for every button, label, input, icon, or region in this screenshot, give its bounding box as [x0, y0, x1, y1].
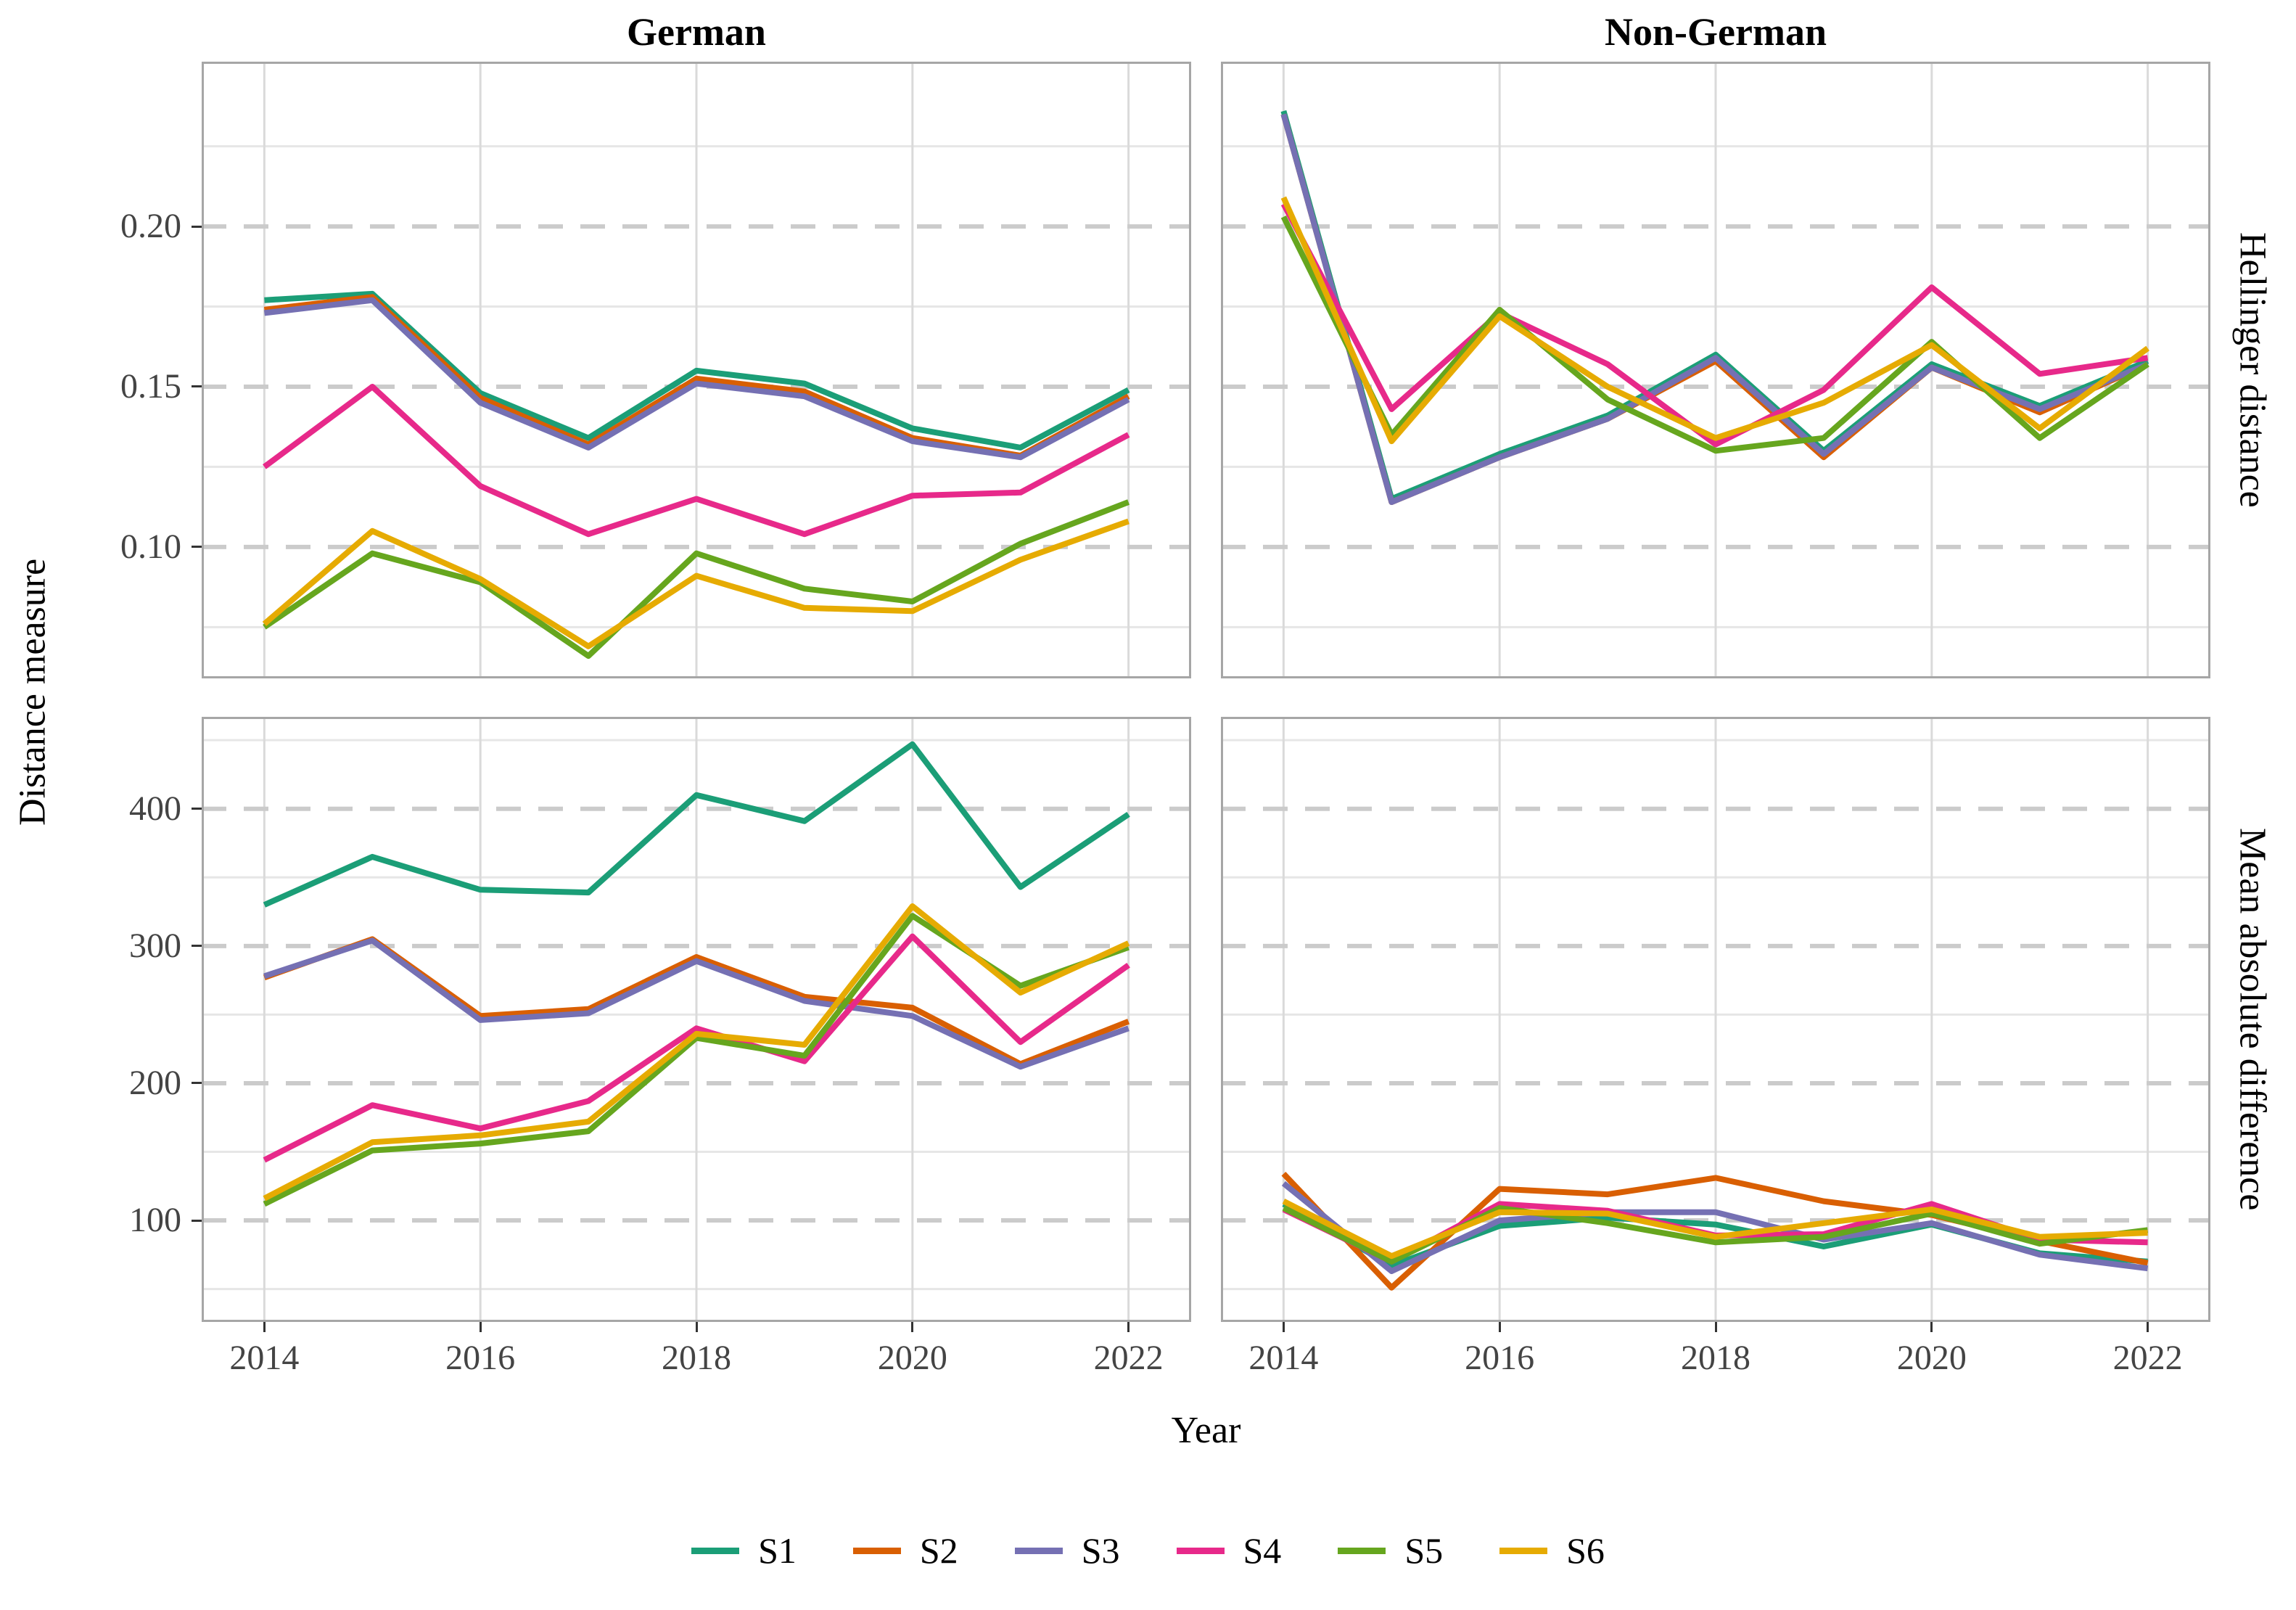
line-S1 — [263, 741, 1130, 908]
y-tick-label: 0.10 — [120, 527, 181, 566]
y-tick-label: 0.15 — [120, 366, 181, 406]
line-S1 — [1280, 110, 2149, 502]
line-S3 — [1280, 113, 2149, 505]
line-S6 — [1280, 196, 2149, 445]
x-tick-label: 2014 — [1248, 1339, 1319, 1377]
y-tick-mark — [192, 808, 202, 810]
panel-Non-German-1 — [1221, 717, 2210, 1322]
x-tick-mark — [2147, 1322, 2149, 1332]
x-tick-mark — [695, 1322, 698, 1332]
legend-key-S6 — [1499, 1547, 1548, 1554]
y-axis-title: Distance measure — [12, 558, 54, 826]
x-tick-label: 2022 — [1093, 1339, 1164, 1377]
legend-key-S4 — [1176, 1547, 1225, 1554]
legend-label-S5: S5 — [1404, 1530, 1444, 1571]
y-tick-label: 0.20 — [120, 207, 181, 246]
legend-label-S4: S4 — [1243, 1530, 1282, 1571]
y-tick-mark — [192, 546, 202, 549]
y-tick-mark — [192, 1219, 202, 1222]
legend-key-S1 — [691, 1547, 740, 1554]
line-S5 — [263, 499, 1130, 660]
y-tick-mark — [192, 385, 202, 388]
x-tick-mark — [479, 1322, 482, 1332]
x-tick-mark — [1282, 1322, 1285, 1332]
y-tick-label: 300 — [129, 926, 181, 965]
y-tick-label: 200 — [129, 1063, 181, 1102]
x-tick-mark — [1498, 1322, 1501, 1332]
x-tick-label: 2022 — [2112, 1339, 2183, 1377]
panel-German-1 — [202, 717, 1191, 1322]
legend-item-S5: S5 — [1338, 1529, 1443, 1572]
legend-key-S2 — [852, 1547, 901, 1554]
panel-German-0 — [202, 62, 1191, 678]
x-tick-mark — [911, 1322, 914, 1332]
legend-label-S6: S6 — [1566, 1530, 1605, 1571]
y-tick-mark — [192, 945, 202, 948]
legend-item-S2: S2 — [852, 1529, 958, 1572]
x-tick-mark — [1127, 1322, 1130, 1332]
x-tick-mark — [1714, 1322, 1717, 1332]
facet-strip-mean-absolute-difference: Mean absolute difference — [2231, 828, 2274, 1211]
y-tick-mark — [192, 1082, 202, 1085]
facet-strip-hellinger-distance: Hellinger distance — [2231, 232, 2274, 508]
x-tick-label: 2020 — [877, 1339, 947, 1377]
legend-item-S4: S4 — [1176, 1529, 1282, 1572]
line-S3 — [263, 297, 1130, 461]
legend-label-S3: S3 — [1081, 1530, 1120, 1571]
x-tick-mark — [1930, 1322, 1933, 1332]
x-tick-label: 2014 — [229, 1339, 300, 1377]
line-S6 — [1282, 1199, 2148, 1260]
x-tick-mark — [263, 1322, 266, 1332]
line-S3 — [1281, 1180, 2149, 1274]
x-tick-label: 2018 — [662, 1339, 731, 1377]
panel-Non-German-0 — [1221, 62, 2210, 678]
x-tick-label: 2018 — [1681, 1339, 1750, 1377]
x-tick-label: 2016 — [445, 1339, 516, 1377]
x-tick-label: 2016 — [1465, 1339, 1535, 1377]
facet-title-non-german: Non-German — [1605, 10, 1827, 54]
legend-label-S1: S1 — [758, 1530, 797, 1571]
y-tick-label: 400 — [129, 789, 181, 828]
line-S3 — [263, 937, 1130, 1070]
legend-item-S1: S1 — [691, 1529, 797, 1572]
y-tick-mark — [192, 225, 202, 228]
line-S4 — [263, 933, 1130, 1163]
legend-key-S3 — [1014, 1547, 1063, 1554]
legend-item-S6: S6 — [1499, 1529, 1605, 1572]
legend-item-S3: S3 — [1014, 1529, 1120, 1572]
legend-key-S5 — [1338, 1547, 1386, 1554]
facet-title-german: German — [627, 10, 766, 54]
line-S6 — [262, 518, 1130, 649]
line-S5 — [1280, 215, 2149, 454]
y-tick-label: 100 — [129, 1201, 181, 1240]
legend-label-S2: S2 — [919, 1530, 958, 1571]
x-axis-title: Year — [1171, 1410, 1241, 1451]
legend: S1 S2 S3 S4 S5 S6 — [0, 1529, 2296, 1572]
line-S6 — [263, 903, 1130, 1202]
line-S4 — [1280, 202, 2149, 448]
x-tick-label: 2020 — [1896, 1339, 1967, 1377]
line-S4 — [263, 384, 1130, 538]
